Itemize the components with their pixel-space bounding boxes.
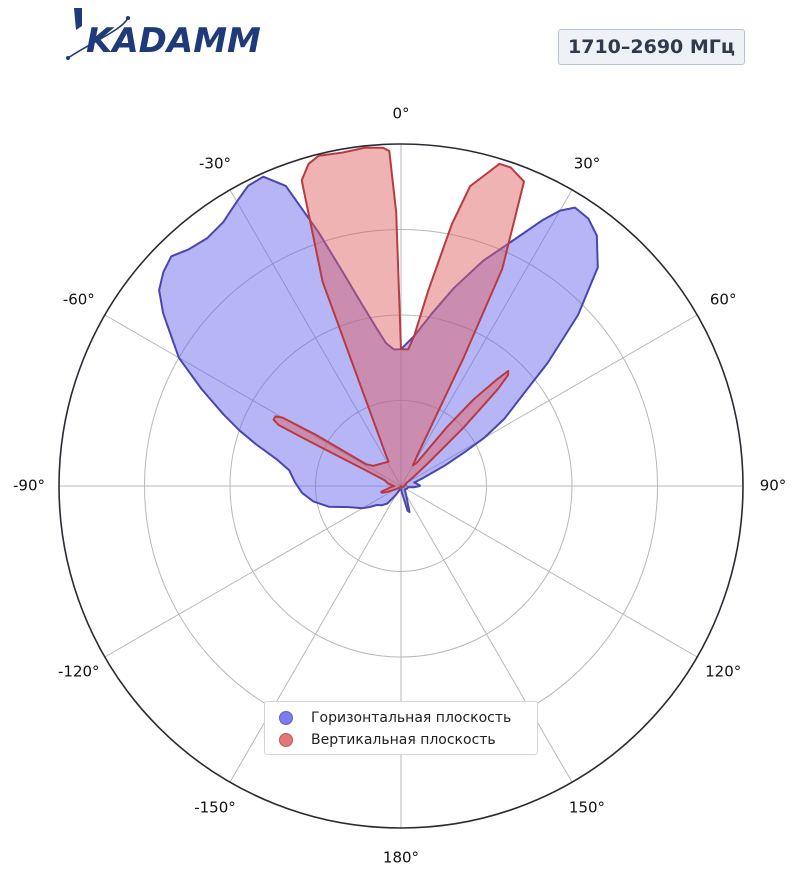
angle-ticks: 0° 30° 60° 90° 120° 150° 180° -150° -120° -90° -60… <box>13 105 786 867</box>
polar-outer-circle <box>58 143 744 829</box>
logo-mark-icon <box>74 8 82 30</box>
angle-spoke-1 <box>400 189 573 487</box>
angle-tick-label: 30° <box>574 154 601 172</box>
angle-tick-label: -30° <box>199 154 231 172</box>
angle-tick-label: 90° <box>760 477 787 495</box>
angle-tick-label: -60° <box>63 291 95 309</box>
polar-frame <box>58 143 744 829</box>
legend-marker-horizontal <box>279 711 293 725</box>
angle-tick-label: 150° <box>569 799 605 817</box>
brand-name: KADAMM <box>86 21 261 61</box>
frequency-badge: 1710–2690 МГц <box>558 29 745 65</box>
series-vertical-polygon <box>272 146 525 494</box>
legend-marker-vertical <box>279 733 293 747</box>
polar-grid <box>59 144 743 828</box>
legend-item-horizontal: Горизонтальная плоскость <box>279 708 511 728</box>
angle-spoke-8 <box>104 485 402 658</box>
angle-tick-label: 180° <box>383 849 419 867</box>
series-layer <box>158 146 599 513</box>
angle-spoke-10 <box>104 314 402 487</box>
angle-spoke-2 <box>400 314 698 487</box>
legend-item-vertical: Вертикальная плоскость <box>279 730 496 750</box>
legend: Горизонтальная плоскость Вертикальная пл… <box>264 701 538 755</box>
logo-swoosh-icon <box>67 17 129 59</box>
angle-tick-label: -150° <box>194 799 236 817</box>
angle-tick-label: 60° <box>710 291 737 309</box>
angle-spoke-5 <box>400 485 573 783</box>
series-horizontal-polygon <box>158 175 599 513</box>
angle-tick-label: 0° <box>392 105 409 123</box>
angle-tick-label: 120° <box>705 663 741 681</box>
legend-label-vertical: Вертикальная плоскость <box>311 732 496 748</box>
legend-label-horizontal: Горизонтальная плоскость <box>311 710 512 726</box>
angle-tick-label: -90° <box>13 477 45 495</box>
angle-spoke-7 <box>229 485 402 783</box>
angle-spoke-4 <box>400 485 698 658</box>
angle-spoke-11 <box>229 189 402 487</box>
angle-tick-label: -120° <box>58 663 100 681</box>
kadamm-logo <box>66 8 130 60</box>
